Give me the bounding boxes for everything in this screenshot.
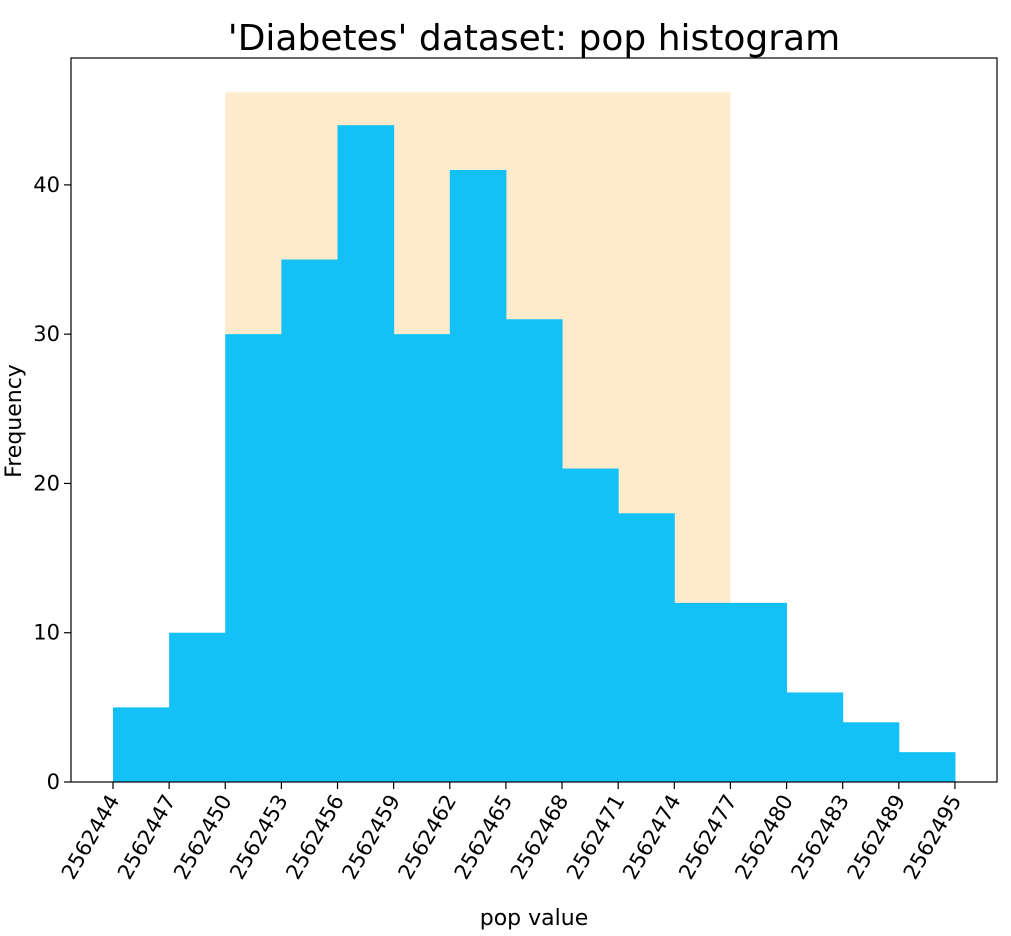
histogram-bar [786, 692, 844, 782]
histogram-bar [449, 169, 507, 783]
histogram-bar [618, 513, 675, 782]
y-tick-label: 30 [33, 322, 60, 346]
histogram-bar [898, 752, 956, 782]
y-axis: 0 10 20 30 40 [33, 173, 71, 794]
x-axis-label: pop value [480, 906, 588, 931]
y-tick-label: 20 [33, 471, 60, 495]
y-tick-label: 0 [47, 770, 60, 794]
histogram-bar [505, 319, 563, 782]
histogram-bar [225, 334, 282, 782]
chart-title: 'Diabetes' dataset: pop histogram [228, 18, 840, 59]
y-tick-label: 40 [33, 173, 60, 197]
histogram-bar [337, 125, 395, 783]
histogram-bar [674, 602, 731, 782]
y-tick-label: 10 [33, 621, 60, 645]
plot-frame [70, 57, 998, 783]
x-axis: 2562444256244725624502562453256245625624… [57, 782, 966, 884]
histogram-bar [113, 707, 170, 782]
histogram-bar [562, 468, 619, 782]
histogram-bar [281, 259, 339, 783]
y-axis-label: Frequency [2, 364, 27, 478]
histogram-bar [169, 632, 226, 782]
histogram-bar [393, 334, 451, 782]
histogram-bar [842, 722, 900, 782]
bars-layer [113, 125, 956, 783]
histogram-bar [730, 602, 788, 782]
